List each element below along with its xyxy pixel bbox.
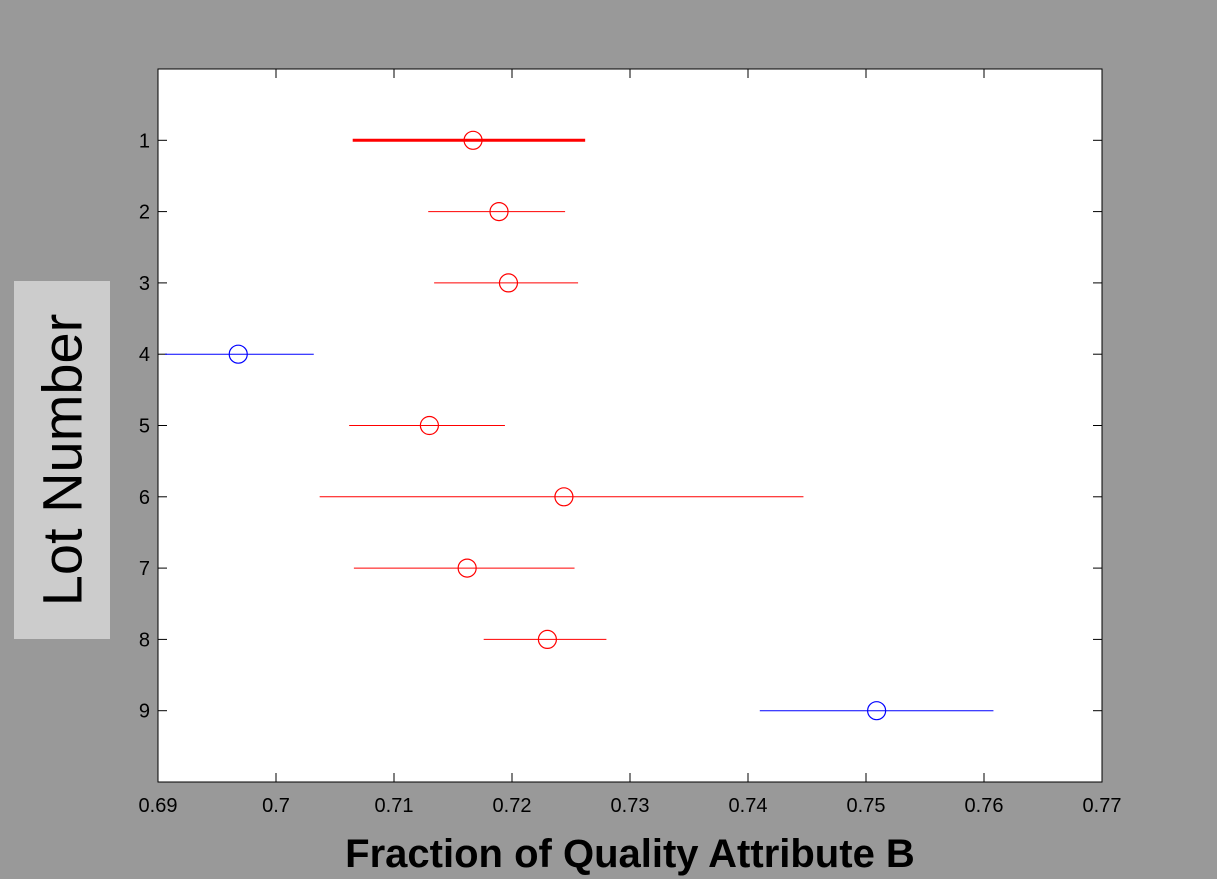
y-tick-label: 7 xyxy=(139,558,150,580)
y-tick-label: 8 xyxy=(139,629,150,651)
x-tick-label: 0.74 xyxy=(729,795,768,817)
y-tick-label: 6 xyxy=(139,487,150,509)
x-axis-label: Fraction of Quality Attribute B xyxy=(345,832,915,876)
mean-marker-lot-4 xyxy=(228,344,248,364)
x-tick-label: 0.72 xyxy=(493,795,532,817)
y-tick-label: 5 xyxy=(139,416,150,438)
mean-marker-lot-5 xyxy=(419,415,439,436)
y-tick-label: 2 xyxy=(139,202,150,224)
x-tick-label: 0.75 xyxy=(847,795,886,817)
mean-marker-lot-2 xyxy=(489,202,509,222)
y-tick-label: 1 xyxy=(139,130,150,152)
x-tick-label: 0.71 xyxy=(375,795,414,817)
y-tick-label: 9 xyxy=(139,701,150,723)
x-tick-label: 0.73 xyxy=(611,795,650,817)
y-axis-label: Lot Number xyxy=(30,313,94,607)
mean-marker-lot-8 xyxy=(537,629,558,650)
x-tick-label: 0.76 xyxy=(965,795,1004,817)
x-tick-label: 0.69 xyxy=(139,795,178,817)
x-tick-label: 0.7 xyxy=(262,795,290,817)
ylabel-box xyxy=(14,281,110,639)
interval-series xyxy=(165,130,994,721)
y-tick-label: 3 xyxy=(139,273,150,295)
mean-marker-lot-9 xyxy=(867,701,887,721)
x-tick-label: 0.77 xyxy=(1083,795,1122,817)
y-tick-label: 4 xyxy=(139,344,150,366)
mean-marker-lot-3 xyxy=(498,273,519,293)
mean-marker-lot-7 xyxy=(457,558,477,578)
ticks-layer: 0.69 0.7 0.71 0.72 0.73 0.74 0.75 0.76 0.77 1 2 3 4 5… xyxy=(139,69,1122,817)
mean-marker-lot-1 xyxy=(463,130,483,150)
axes-background xyxy=(157,68,1103,783)
mean-marker-lot-6 xyxy=(554,487,574,507)
